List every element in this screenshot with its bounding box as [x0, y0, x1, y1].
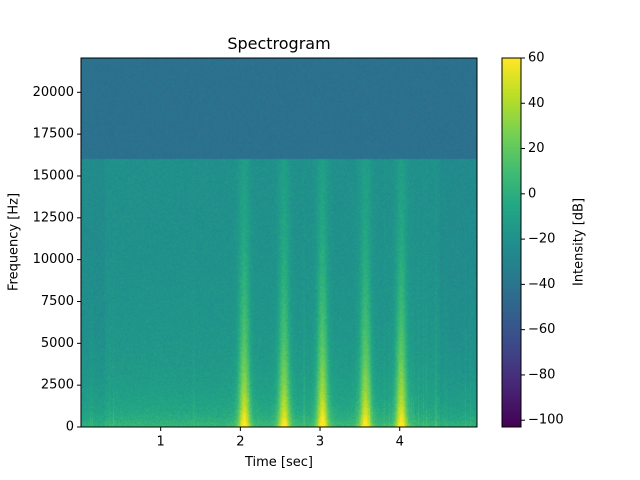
colorbar-tick-label: 40: [528, 96, 545, 111]
x-tick-label: 2: [236, 435, 244, 450]
y-tick-label: 20000: [33, 85, 74, 100]
colorbar-tick-label: −40: [528, 277, 555, 292]
y-tick-label: 2500: [41, 378, 74, 393]
colorbar-tick-label: 0: [528, 186, 536, 201]
y-tick-label: 17500: [33, 127, 74, 142]
y-axis-ticks: 0 2500 5000 7500 10000 12500 15000 17500 20000: [33, 85, 81, 435]
colorbar-frame: [501, 57, 522, 428]
x-tick-label: 1: [157, 435, 165, 450]
colorbar-tick-label: −100: [528, 413, 564, 428]
colorbar-label: Intensity [dB]: [571, 197, 587, 287]
chart-title: Spectrogram: [227, 34, 331, 53]
y-tick-label: 0: [66, 420, 74, 435]
x-axis-ticks: 1 2 3 4: [157, 427, 404, 450]
y-tick-label: 12500: [33, 210, 74, 225]
colorbar-tick-label: 20: [528, 141, 545, 156]
x-axis-label: Time [sec]: [244, 455, 313, 470]
x-tick-label: 3: [316, 435, 324, 450]
y-tick-label: 5000: [41, 336, 74, 351]
y-axis-label: Frequency [Hz]: [6, 192, 22, 292]
y-tick-label: 7500: [41, 294, 74, 309]
colorbar-tick-label: −60: [528, 322, 555, 337]
colorbar: [502, 58, 521, 427]
spectrogram-heatmap: [81, 58, 477, 427]
y-tick-label: 10000: [33, 252, 74, 267]
y-tick-label: 15000: [33, 168, 74, 183]
colorbar-tick-label: −20: [528, 232, 555, 247]
plot-frame: [80, 57, 478, 428]
colorbar-ticks: −100 −80 −60 −40 −20 0 20 40 60: [521, 51, 564, 428]
colorbar-tick-label: 60: [528, 51, 545, 66]
x-tick-label: 4: [396, 435, 404, 450]
colorbar-tick-label: −80: [528, 367, 555, 382]
